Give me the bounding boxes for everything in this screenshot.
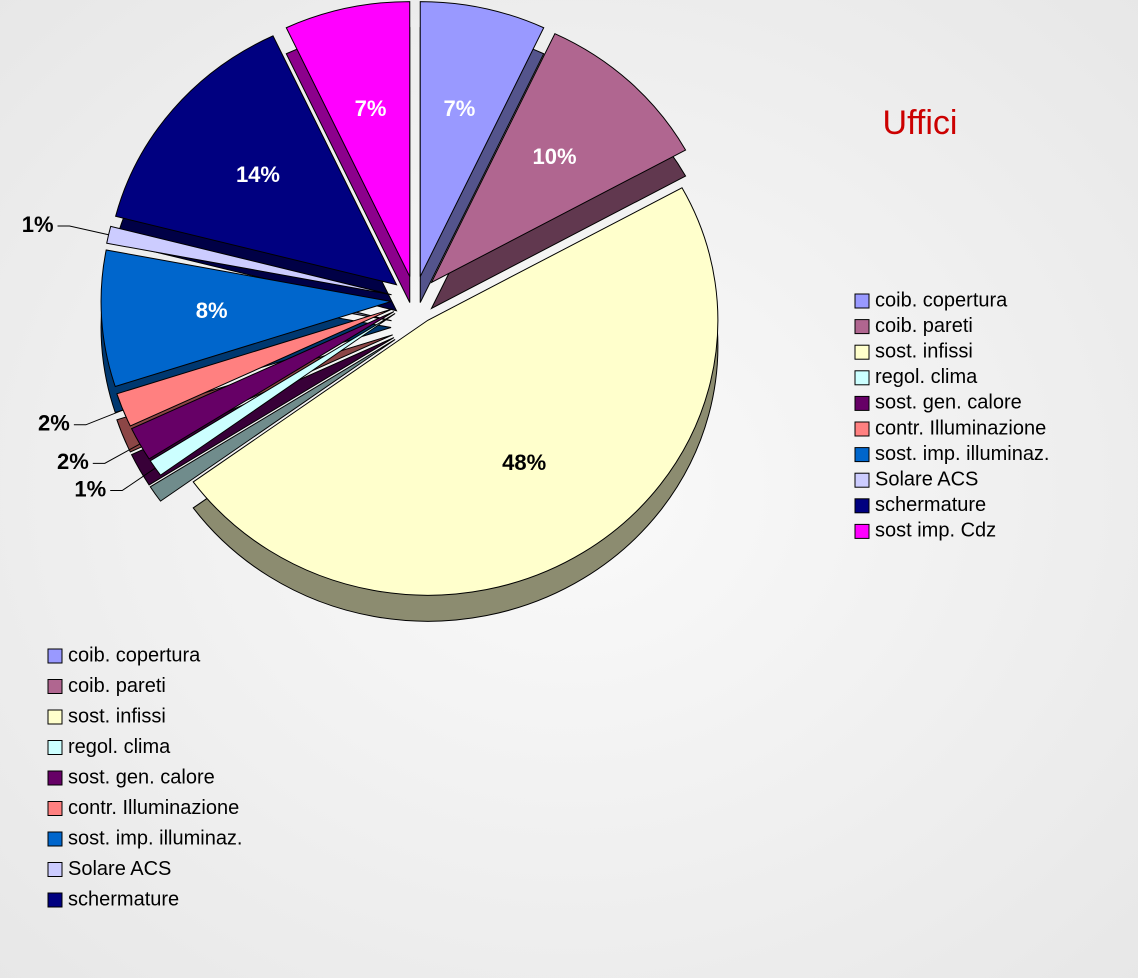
legend-label: contr. Illuminazione [875, 417, 1046, 439]
legend-bottom-swatch [47, 862, 63, 877]
slice [100, 249, 392, 388]
legend-label: regol. clima [875, 366, 978, 388]
data-label: 14% [236, 162, 280, 187]
legend-label: schermature [875, 494, 986, 516]
leader-line [73, 409, 124, 426]
slice [419, 1, 545, 277]
data-label: 2% [57, 449, 89, 474]
legend-bottom-swatch [47, 892, 63, 908]
slice [116, 308, 393, 427]
data-label: 1% [74, 476, 106, 501]
legend-label: coib. pareti [875, 315, 973, 337]
legend-swatch [854, 395, 870, 411]
legend-swatch [854, 498, 870, 514]
legend-bottom-label: sost. gen. calore [68, 766, 215, 788]
legend-bottom-label: schermature [68, 888, 179, 910]
legend-swatch [854, 344, 870, 360]
data-label: 10% [532, 144, 576, 169]
legend-swatch [854, 421, 870, 437]
legend-swatch [854, 370, 870, 386]
legend-bottom-swatch [47, 831, 63, 847]
legend-bottom-label: coib. pareti [68, 675, 166, 697]
legend-bottom-label: coib. copertura [68, 644, 201, 666]
slice [149, 313, 396, 476]
data-label: 8% [196, 298, 228, 323]
slice [115, 35, 398, 286]
legend-bottom-label: contr. Illuminazione [68, 797, 239, 819]
leader-line [57, 225, 109, 236]
legend-bottom-swatch [47, 770, 63, 786]
legend-label: sost. gen. calore [875, 392, 1022, 414]
slice-side [149, 339, 396, 502]
legend-bottom-label: regol. clima [68, 736, 171, 758]
legend-swatch [854, 523, 870, 539]
slice [285, 1, 411, 277]
data-label: 1% [22, 212, 54, 237]
slice [130, 311, 395, 460]
data-label: 2% [38, 411, 70, 436]
legend-bottom-swatch [47, 648, 63, 664]
legend-bottom-swatch [47, 709, 63, 725]
legend-label: Solare ACS [875, 468, 978, 490]
data-label: 48% [502, 450, 546, 475]
legend-bottom-swatch [47, 740, 63, 755]
leader-line [110, 467, 156, 492]
slice [192, 187, 719, 596]
legend-label: coib. copertura [875, 289, 1008, 311]
legend-label: sost imp. Cdz [875, 520, 996, 542]
legend-bottom-label: Solare ACS [68, 858, 171, 880]
legend-bottom-label: sost. infissi [68, 705, 166, 727]
legend-label: sost. imp. illuminaz. [875, 443, 1050, 465]
legend-bottom-swatch [47, 679, 63, 694]
legend-swatch [854, 319, 870, 335]
legend-swatch [854, 447, 870, 463]
legend-label: sost. infissi [875, 340, 973, 362]
slice [430, 33, 687, 284]
legend-swatch [854, 293, 870, 309]
slice [106, 225, 392, 296]
chart-title: Uffici [883, 104, 958, 142]
data-label: 7% [444, 96, 476, 121]
legend-bottom-label: sost. imp. illuminaz. [68, 827, 243, 849]
legend-bottom-swatch [47, 801, 63, 816]
data-label: 7% [355, 96, 387, 121]
legend-swatch [854, 472, 870, 488]
leader-line [92, 443, 141, 464]
